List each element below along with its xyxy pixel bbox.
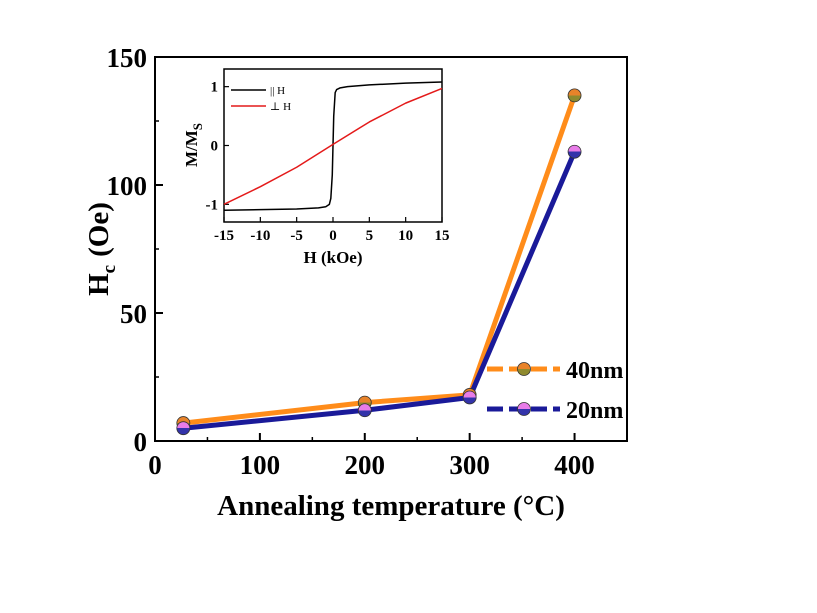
main-data-point <box>567 88 582 103</box>
main-series-group <box>176 88 582 436</box>
main-y-label-main: H <box>83 273 115 296</box>
inset-x-axis-label: H (kOe) <box>303 248 362 267</box>
inset-legend-label: || H <box>270 85 285 97</box>
main-x-tick-label: 400 <box>554 450 595 480</box>
main-y-axis-label: Hc (Oe) <box>83 202 120 296</box>
main-y-label-sub: c <box>99 265 120 273</box>
inset-x-tick-label: 5 <box>366 228 374 244</box>
main-legend-label: 20nm <box>566 398 623 424</box>
main-data-point <box>462 390 477 405</box>
main-legend-marker <box>517 402 531 416</box>
svg-text:M/MS: M/MS <box>182 123 205 167</box>
svg-text:Hc(Oe): Hc (Oe) <box>83 202 120 296</box>
main-legend-label: 40nm <box>566 358 623 384</box>
inset-x-tick-label: -15 <box>214 228 234 244</box>
main-x-tick-label: 100 <box>240 450 281 480</box>
main-legend-marker <box>517 362 531 376</box>
main-data-point <box>176 421 191 436</box>
inset-x-tick-label: 0 <box>329 228 337 244</box>
main-y-tick-label: 0 <box>134 427 148 457</box>
inset-series-group <box>223 81 443 211</box>
inset-legend: || H ⊥ H <box>231 85 291 113</box>
main-series-line-1 <box>183 150 577 431</box>
inset-y-axis-label: M/MS <box>182 123 205 167</box>
main-y-tick-label: 50 <box>120 299 147 329</box>
main-series-line-0 <box>183 94 577 426</box>
main-x-tick-label: 200 <box>345 450 386 480</box>
inset-x-tick-label: -10 <box>250 228 270 244</box>
inset-chart: -15 -10 -5 0 5 10 15-101 || H⊥ H H (kOe) M/MS <box>182 68 450 267</box>
main-x-axis-label: Annealing temperature (°C) <box>217 490 565 522</box>
inset-series-line-1 <box>223 87 443 206</box>
main-x-tick-label: 0 <box>148 450 162 480</box>
main-data-point <box>357 403 372 418</box>
inset-y-tick-label: 0 <box>211 139 219 155</box>
inset-y-tick-label: 1 <box>211 80 219 96</box>
inset-legend-label: ⊥ H <box>270 101 291 113</box>
main-y-tick-label: 100 <box>107 171 148 201</box>
inset-y-label-main: M/M <box>182 130 201 167</box>
inset-y-label-sub: S <box>190 123 205 130</box>
inset-x-tick-label: -5 <box>290 228 303 244</box>
main-x-tick-label: 300 <box>449 450 490 480</box>
inset-x-tick-label: 15 <box>435 228 450 244</box>
inset-y-tick-label: -1 <box>206 197 219 213</box>
main-y-label-unit: (Oe) <box>83 202 115 257</box>
inset-series-line-0 <box>223 81 443 211</box>
inset-axis-ticks: -15 -10 -5 0 5 10 15-101 <box>206 80 450 244</box>
inset-x-tick-label: 10 <box>398 228 413 244</box>
main-legend: 40nm 20nm <box>487 358 623 424</box>
main-y-tick-label: 150 <box>107 43 148 73</box>
main-data-point <box>567 144 582 159</box>
